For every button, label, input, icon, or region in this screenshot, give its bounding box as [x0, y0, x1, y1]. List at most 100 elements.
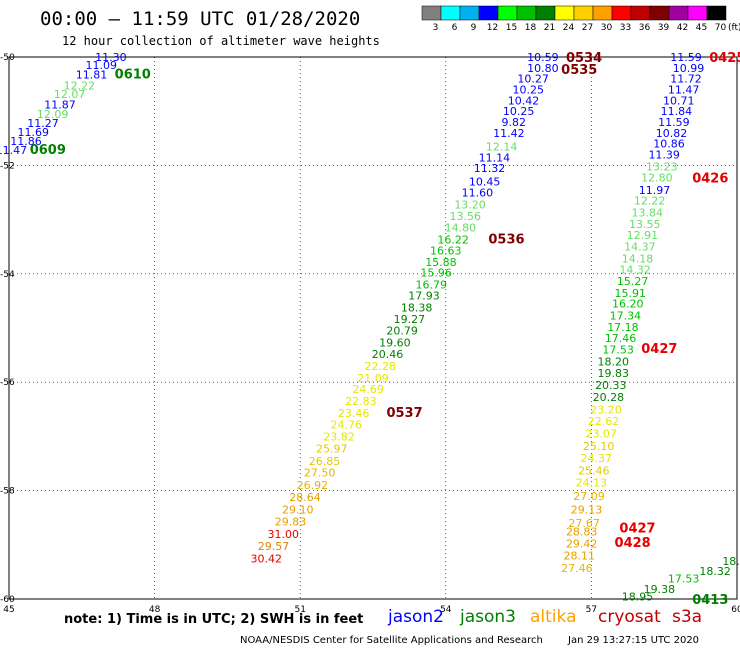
swh-value-label: 13.84 — [631, 207, 663, 220]
pass-time-label: 0534 — [566, 51, 602, 66]
lat-tick-label: -60 — [0, 595, 15, 605]
swh-value-label: 26.92 — [297, 479, 329, 492]
swh-value-label: 11.59 — [658, 116, 690, 129]
swh-value-label: 23.46 — [338, 407, 370, 420]
swh-value-label: 27.67 — [568, 517, 600, 530]
swh-value-label: 15.96 — [420, 267, 452, 280]
swh-value-label: 27.09 — [573, 490, 605, 503]
pass-time-label: 0427 — [641, 342, 677, 357]
swh-value-label: 24.37 — [581, 452, 613, 465]
swh-value-label: 11.97 — [639, 184, 671, 197]
swh-value-label: 27.46 — [561, 562, 593, 575]
swh-value-label: 31.00 — [267, 528, 299, 541]
swh-value-label: 11.72 — [670, 73, 702, 86]
color-tick-label: 18 — [525, 23, 537, 33]
pass-time-label: 0426 — [692, 171, 728, 186]
swh-value-label: 29.83 — [275, 515, 307, 528]
swh-value-label: 17.53 — [668, 572, 700, 585]
swh-value-label: 12.07 — [54, 88, 86, 101]
swh-value-label: 16.20 — [612, 298, 644, 311]
swh-value-label: 18.95 — [622, 590, 654, 603]
swh-value-label: 13.56 — [449, 210, 481, 223]
pass-time-label: 0536 — [488, 233, 524, 248]
swh-value-label: 12.91 — [627, 229, 659, 242]
swh-value-label: 22.62 — [588, 415, 620, 428]
swh-value-label: 23.07 — [585, 428, 617, 441]
swh-value-label: 20.33 — [595, 379, 627, 392]
swh-value-label: 11.81 — [76, 68, 108, 81]
swh-value-label: 19.83 — [597, 367, 629, 380]
swh-value-label: 12.80 — [641, 171, 673, 184]
swh-value-label: 16.79 — [415, 279, 447, 292]
swh-value-label: 19.38 — [644, 583, 676, 596]
swh-value-label: 14.80 — [445, 222, 477, 235]
pass-time-label: 0425 — [709, 51, 740, 66]
swh-value-label: 25.46 — [578, 465, 610, 478]
satellite-label-altika: altika — [530, 607, 577, 627]
swh-value-label: 10.99 — [673, 62, 705, 75]
swh-value-label: 12.09 — [37, 108, 69, 121]
swh-value-label: 10.71 — [663, 94, 695, 107]
swh-value-label: 29.13 — [571, 504, 603, 517]
swh-value-label: 18.7 — [722, 555, 740, 568]
swh-value-label: 19.60 — [379, 337, 411, 350]
lon-tick-label: 54 — [440, 605, 452, 615]
swh-value-label: 20.28 — [593, 391, 625, 404]
lon-tick-label: 57 — [586, 605, 597, 615]
swh-value-label: 10.59 — [527, 51, 559, 64]
swh-value-label: 10.27 — [517, 73, 549, 86]
swh-value-label: 11.47 — [668, 84, 700, 97]
swh-value-label: 11.47 — [0, 144, 27, 157]
satellite-label-cryosat: cryosat — [598, 607, 661, 627]
swh-value-label: 29.10 — [282, 504, 314, 517]
map-frame — [8, 56, 738, 600]
color-tick-label: 30 — [601, 23, 613, 33]
swh-value-label: 13.55 — [629, 218, 661, 231]
swh-value-label: 25.97 — [316, 442, 348, 455]
swh-value-label: 17.34 — [610, 310, 642, 323]
color-tick-label: 24 — [563, 23, 575, 33]
swh-value-label: 28.64 — [289, 491, 321, 504]
color-tick-label: 42 — [677, 23, 688, 33]
swh-value-label: 10.25 — [513, 84, 545, 97]
color-swatch-70 — [706, 5, 727, 21]
pass-time-label: 0413 — [692, 593, 728, 608]
swh-value-label: 15.27 — [617, 275, 649, 288]
swh-value-label: 14.18 — [622, 253, 654, 266]
swh-value-label: 11.69 — [18, 126, 50, 139]
swh-value-label: 9.82 — [501, 116, 526, 129]
swh-value-label: 20.79 — [386, 325, 418, 338]
swh-value-label: 13.20 — [454, 198, 486, 211]
pass-time-label: 0609 — [30, 143, 66, 158]
swh-value-label: 18.32 — [699, 565, 731, 578]
chart-subtitle: 12 hour collection of altimeter wave hei… — [62, 34, 380, 48]
swh-value-label: 24.69 — [352, 383, 384, 396]
swh-value-label: 11.30 — [95, 51, 127, 64]
lat-tick-label: -50 — [0, 53, 15, 63]
lon-tick-label: 51 — [294, 605, 305, 615]
swh-value-label: 17.53 — [602, 344, 634, 357]
lat-tick-label: -56 — [0, 378, 15, 388]
swh-value-label: 29.42 — [566, 538, 598, 551]
swh-value-label: 29.57 — [258, 540, 290, 553]
satellite-label-s3a: s3a — [672, 607, 703, 627]
swh-value-label: 11.60 — [462, 187, 494, 200]
swh-value-label: 30.42 — [250, 552, 282, 565]
color-tick-label: 3 — [433, 23, 439, 33]
swh-value-label: 24.13 — [576, 476, 608, 489]
pass-time-label: 0537 — [386, 406, 422, 421]
color-tick-label: 33 — [620, 23, 631, 33]
pass-time-label: 0427 — [619, 521, 655, 536]
color-unit-label: (ft) — [728, 23, 740, 33]
lon-tick-label: 48 — [149, 605, 161, 615]
swh-value-label: 11.14 — [479, 151, 511, 164]
swh-value-label: 10.45 — [469, 176, 501, 189]
pass-time-label: 0535 — [561, 63, 597, 78]
swh-value-label: 10.82 — [656, 127, 688, 140]
lon-tick-label: 60 — [731, 605, 740, 615]
swh-value-label: 19.27 — [394, 313, 426, 326]
swh-value-label: 21.09 — [357, 372, 389, 385]
color-tick-label: 21 — [544, 23, 555, 33]
